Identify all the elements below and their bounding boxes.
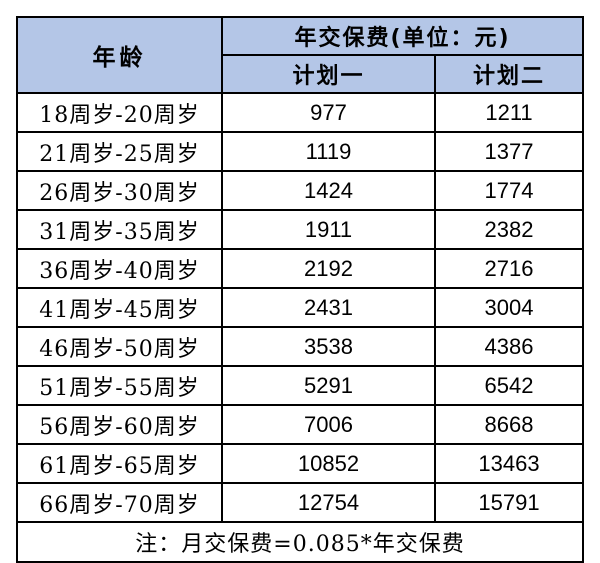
age-column-header: 年龄 — [16, 16, 223, 94]
plan2-value-cell: 15791 — [434, 482, 584, 523]
plan2-column-header: 计划二 — [434, 54, 584, 94]
table-row: 46周岁-50周岁 3538 4386 — [16, 326, 584, 367]
plan2-value-cell: 8668 — [434, 404, 584, 445]
premium-table-container: 年龄 年交保费(单位：元) 计划一 计划二 18周岁-20周岁 977 1211… — [16, 16, 584, 563]
footnote: 注：月交保费=0.085*年交保费 — [16, 521, 584, 563]
plan1-value-cell: 12754 — [221, 482, 436, 523]
table-row: 51周岁-55周岁 5291 6542 — [16, 365, 584, 406]
table-row: 41周岁-45周岁 2431 3004 — [16, 287, 584, 328]
plan1-value-cell: 10852 — [221, 443, 436, 484]
table-row: 61周岁-65周岁 10852 13463 — [16, 443, 584, 484]
plan1-value-cell: 2431 — [221, 287, 436, 328]
age-range-cell: 46周岁-50周岁 — [16, 326, 223, 367]
age-range-cell: 41周岁-45周岁 — [16, 287, 223, 328]
table-row: 66周岁-70周岁 12754 15791 — [16, 482, 584, 523]
plan1-value-cell: 5291 — [221, 365, 436, 406]
table-row: 36周岁-40周岁 2192 2716 — [16, 248, 584, 289]
age-range-cell: 61周岁-65周岁 — [16, 443, 223, 484]
age-range-cell: 31周岁-35周岁 — [16, 209, 223, 250]
premium-table: 年龄 年交保费(单位：元) 计划一 计划二 18周岁-20周岁 977 1211… — [16, 16, 584, 563]
annual-premium-header: 年交保费(单位：元) — [221, 16, 584, 56]
plan2-value-cell: 1211 — [434, 92, 584, 133]
plan2-value-cell: 3004 — [434, 287, 584, 328]
age-range-cell: 51周岁-55周岁 — [16, 365, 223, 406]
header-row-sub: 计划一 计划二 — [17, 54, 584, 94]
table-row: 26周岁-30周岁 1424 1774 — [16, 170, 584, 211]
age-range-cell: 18周岁-20周岁 — [16, 92, 223, 133]
table-row: 21周岁-25周岁 1119 1377 — [16, 131, 584, 172]
plan1-value-cell: 2192 — [221, 248, 436, 289]
table-row: 31周岁-35周岁 1911 2382 — [16, 209, 584, 250]
plan1-column-header: 计划一 — [221, 54, 436, 94]
age-range-cell: 26周岁-30周岁 — [16, 170, 223, 211]
plan2-value-cell: 4386 — [434, 326, 584, 367]
plan1-value-cell: 977 — [221, 92, 436, 133]
plan2-value-cell: 2716 — [434, 248, 584, 289]
age-range-cell: 56周岁-60周岁 — [16, 404, 223, 445]
header-row-top: 年龄 年交保费(单位：元) — [16, 16, 584, 94]
table-row: 18周岁-20周岁 977 1211 — [16, 92, 584, 133]
plan1-value-cell: 3538 — [221, 326, 436, 367]
age-range-cell: 21周岁-25周岁 — [16, 131, 223, 172]
plan1-value-cell: 1119 — [221, 131, 436, 172]
age-range-cell: 36周岁-40周岁 — [16, 248, 223, 289]
plan1-value-cell: 1911 — [221, 209, 436, 250]
table-row: 56周岁-60周岁 7006 8668 — [16, 404, 584, 445]
plan2-value-cell: 1774 — [434, 170, 584, 211]
plan2-value-cell: 2382 — [434, 209, 584, 250]
plan1-value-cell: 1424 — [221, 170, 436, 211]
plan2-value-cell: 13463 — [434, 443, 584, 484]
plan2-value-cell: 6542 — [434, 365, 584, 406]
plan2-value-cell: 1377 — [434, 131, 584, 172]
age-range-cell: 66周岁-70周岁 — [16, 482, 223, 523]
plan1-value-cell: 7006 — [221, 404, 436, 445]
note-row: 注：月交保费=0.085*年交保费 — [16, 521, 584, 563]
